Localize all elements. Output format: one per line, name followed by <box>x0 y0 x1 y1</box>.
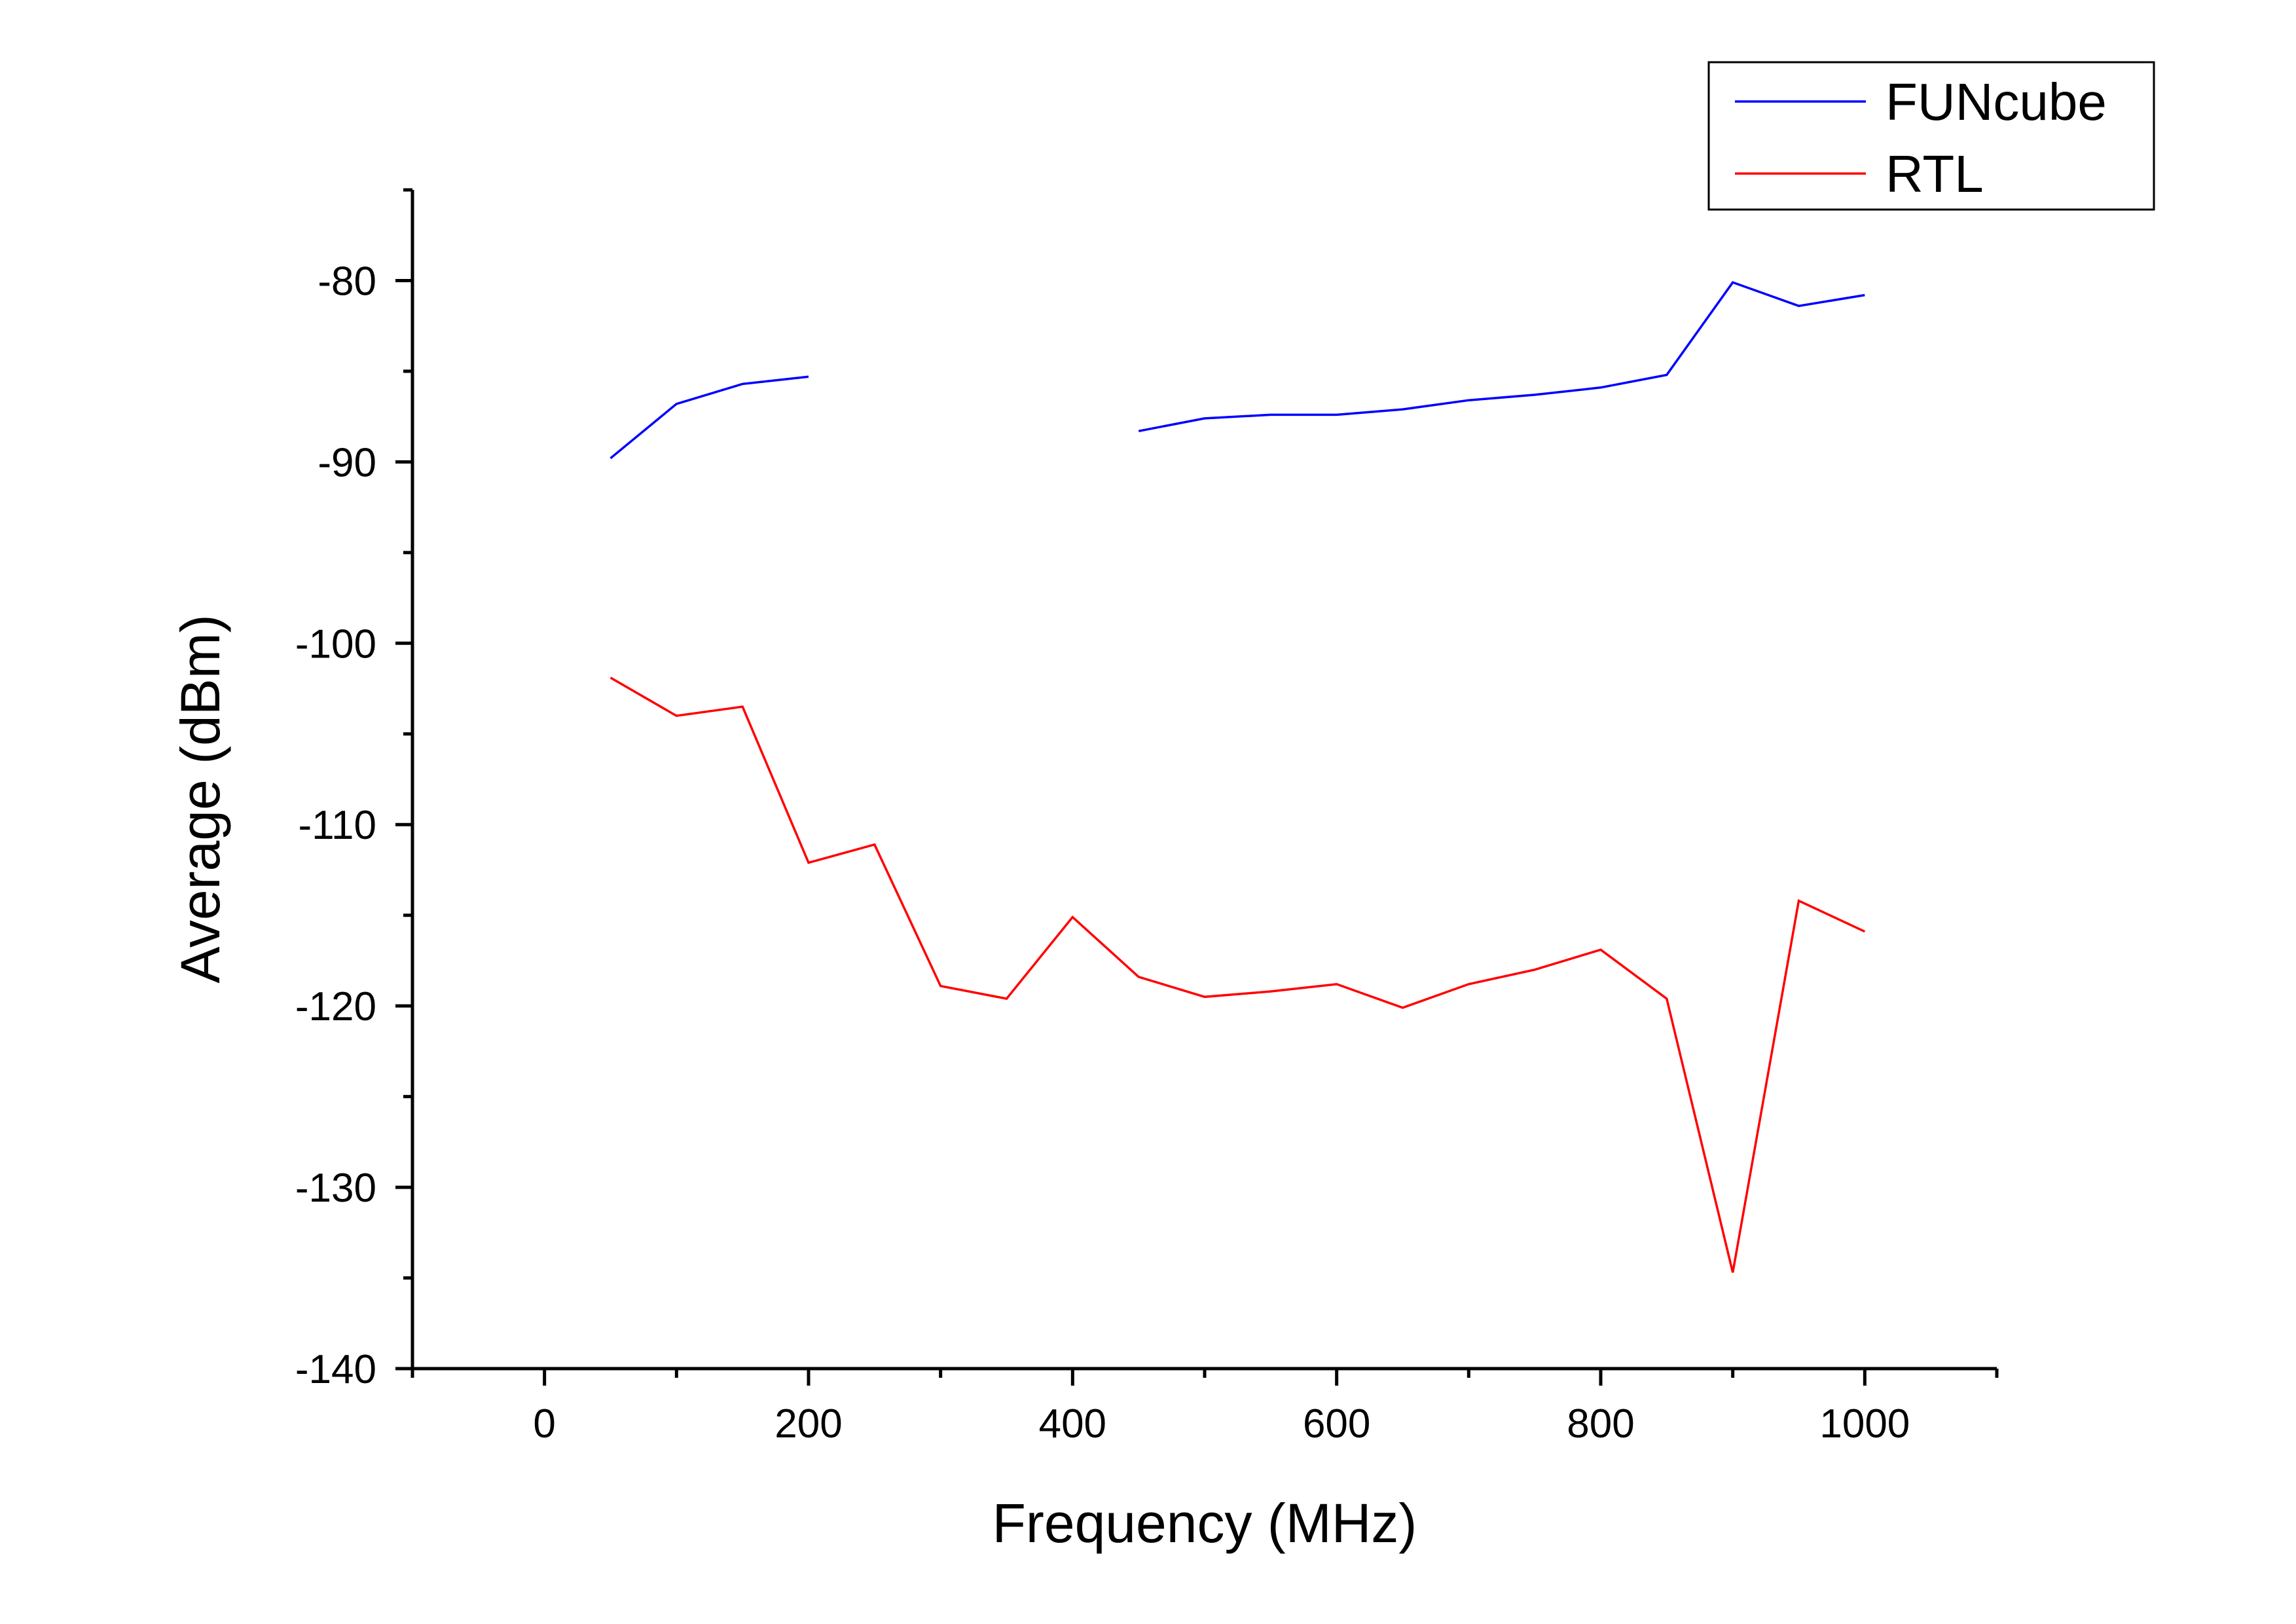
y-tick-label: -140 <box>295 1347 376 1392</box>
x-tick-label: 400 <box>1039 1401 1106 1447</box>
x-tick-label: 600 <box>1303 1401 1370 1447</box>
axes <box>410 190 1997 1371</box>
x-tick-label: 0 <box>533 1401 555 1447</box>
legend: FUNcube RTL <box>1707 61 2155 211</box>
y-tick-label: -100 <box>295 621 376 667</box>
series-lines <box>610 281 1866 1273</box>
y-tick-label: -80 <box>318 259 376 304</box>
x-axis-title: Frequency (MHz) <box>993 1492 1417 1554</box>
y-tick-label: -120 <box>295 984 376 1029</box>
x-tick-label: 200 <box>774 1401 842 1447</box>
x-tick-label: 1000 <box>1819 1401 1910 1447</box>
x-tick-label: 800 <box>1567 1401 1634 1447</box>
series-line-rtl <box>610 676 1866 1273</box>
series-line-funcube <box>1138 281 1865 433</box>
y-axis-ticks: -80 -90 -100 -110 -120 -130 -140 <box>295 188 412 1392</box>
y-tick-label: -90 <box>318 440 376 485</box>
y-tick-label: -110 <box>299 803 377 848</box>
x-axis-ticks: 0 200 400 600 800 1000 <box>410 1369 1999 1447</box>
legend-box <box>1707 61 2155 211</box>
legend-label-rtl: RTL <box>1886 145 1984 203</box>
y-tick-label: -130 <box>295 1166 376 1211</box>
series-line-funcube <box>610 375 809 460</box>
legend-label-funcube: FUNcube <box>1886 73 2107 131</box>
y-axis-title: Average (dBm) <box>170 614 231 983</box>
